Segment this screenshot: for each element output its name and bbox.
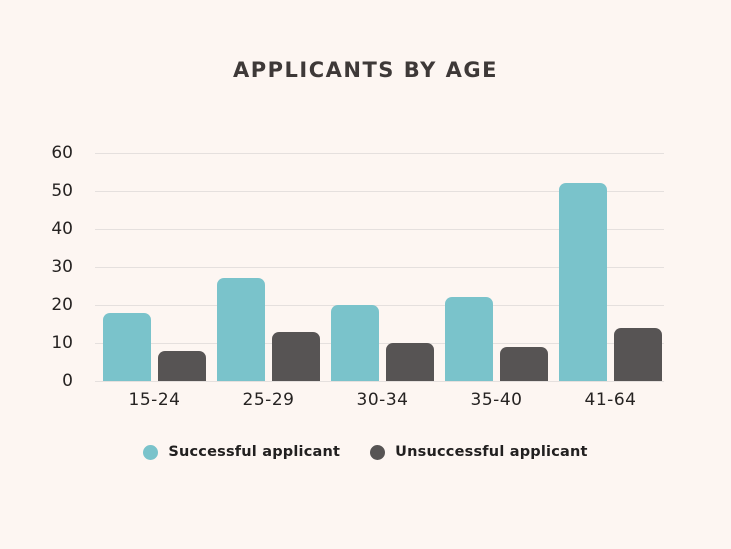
gridline-50 [95,190,664,192]
x-tick-label-30-34: 30-34 [356,390,409,410]
y-axis-labels: 0 10 20 30 40 50 60 [41,143,83,391]
y-tick-label-40: 40 [51,219,73,239]
gridline-30 [95,266,664,268]
gridlines [95,152,664,382]
bar-unsuccessful-25-29 [272,331,320,381]
legend-swatch-icon [370,444,386,460]
gridline-60 [95,152,664,154]
x-tick-label-15-24: 15-24 [128,390,181,410]
y-tick-label-20: 20 [51,295,73,315]
y-tick-label-50: 50 [51,181,73,201]
bar-unsuccessful-15-24 [158,350,206,381]
legend-swatch-icon [143,444,159,460]
bar-groups: 15-24 25-29 30-34 35-40 41-64 [95,153,664,410]
chart-legend: Successful applicant Unsuccessful applica… [0,444,731,460]
bar-successful-41-64 [559,183,607,381]
x-tick-label-25-29: 25-29 [242,390,295,410]
bar-group-30-34: 30-34 [331,153,434,410]
bar-group-25-29: 25-29 [217,153,320,410]
legend-label: Unsuccessful applicant [395,444,588,460]
x-tick-label-41-64: 41-64 [584,390,637,410]
bar-group-35-40: 35-40 [445,153,548,410]
y-tick-label-0: 0 [62,371,73,391]
chart-title: APPLICANTS BY AGE [233,58,498,82]
bar-unsuccessful-30-34 [386,343,434,381]
legend-item-unsuccessful: Unsuccessful applicant [370,444,588,460]
gridline-0 [95,380,664,382]
x-tick-label-35-40: 35-40 [470,390,523,410]
legend-label: Successful applicant [168,444,341,460]
bar-chart-plot-area: 0 10 20 30 40 50 60 15-24 25-29 30-34 35-40 41-64 [51,143,664,410]
bar-group-41-64: 41-64 [559,153,662,410]
y-tick-label-30: 30 [51,257,73,277]
bar-successful-15-24 [103,312,151,381]
gridline-40 [95,228,664,230]
bar-unsuccessful-35-40 [500,346,548,381]
bar-successful-25-29 [217,278,265,381]
gridline-10 [95,342,664,344]
bar-unsuccessful-41-64 [614,327,662,381]
bar-group-15-24: 15-24 [103,153,206,410]
y-tick-label-60: 60 [51,143,73,163]
y-tick-label-10: 10 [51,333,73,353]
bar-successful-35-40 [445,297,493,381]
gridline-20 [95,304,664,306]
legend-item-successful: Successful applicant [143,444,340,460]
bar-successful-30-34 [331,305,379,381]
